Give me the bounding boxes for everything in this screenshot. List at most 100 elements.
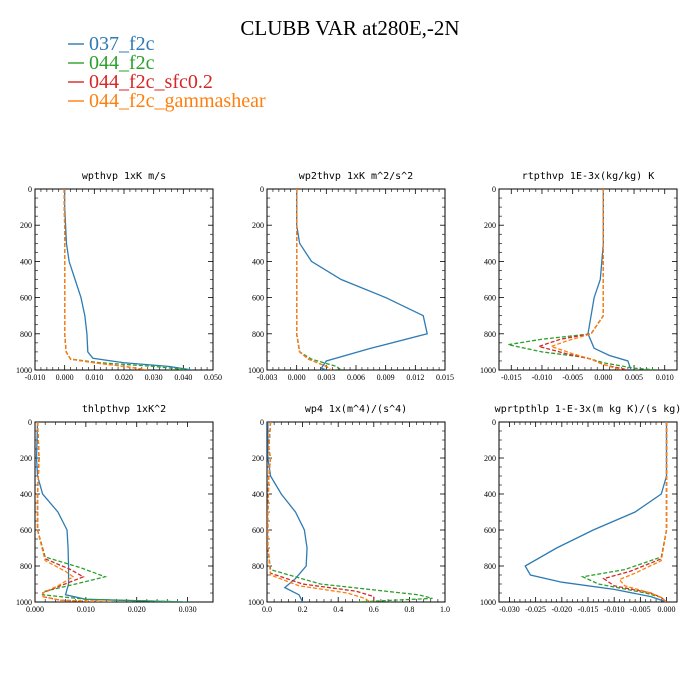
- legend: 037_f2c044_f2c044_f2c_sfc0.2044_f2c_gamm…: [68, 33, 266, 112]
- x-tick-label: 0.010: [85, 373, 103, 382]
- panel-title: wp2thvp 1xK m^2/s^2: [299, 171, 413, 182]
- series-line-044-f2c: [296, 189, 342, 370]
- series-line-044-f2c-gammashear: [36, 422, 112, 602]
- y-tick-label: 0: [260, 418, 264, 427]
- x-tick-label: 0.030: [145, 373, 163, 382]
- x-tick-label: 0.012: [406, 373, 424, 382]
- y-tick-label: 400: [20, 257, 32, 266]
- series-line-044-f2c-gammashear: [267, 422, 371, 602]
- y-tick-label: 600: [484, 526, 496, 535]
- plot-frame: [498, 421, 678, 603]
- x-tick-label: -0.015: [501, 373, 522, 382]
- y-tick-label: 400: [252, 257, 264, 266]
- y-tick-label: 1000: [480, 366, 496, 375]
- y-tick-label: 1000: [480, 598, 496, 607]
- y-tick-label: 200: [252, 454, 264, 463]
- x-tick-label: 0.0: [262, 605, 272, 614]
- x-tick-label: 0.000: [658, 605, 676, 614]
- panel-title: wp4 1x(m^4)/(s^4): [305, 404, 407, 415]
- plot-frame: [266, 188, 446, 371]
- y-tick-label: 600: [20, 526, 32, 535]
- plot-frame: [34, 421, 214, 603]
- y-tick-label: 800: [252, 562, 264, 571]
- x-tick-label: -0.015: [578, 605, 599, 614]
- legend-label-044-f2c-sfc0-2: 044_f2c_sfc0.2: [89, 71, 213, 93]
- y-tick-label: 800: [20, 330, 32, 339]
- series-line-044-f2c: [36, 422, 188, 602]
- figure-title: CLUBB VAR at280E,-2N: [240, 16, 459, 40]
- panel-title: wprtpthlp 1-E-3x(m kg K)/(s kg): [495, 404, 682, 415]
- y-tick-label: 0: [492, 185, 496, 194]
- panel-title: rtpthvp 1E-3x(kg/kg) K: [522, 171, 654, 182]
- plot-frame: [266, 421, 446, 603]
- y-tick-label: 400: [252, 490, 264, 499]
- x-tick-label: 0.010: [656, 373, 674, 382]
- series-line-037-f2c: [267, 422, 308, 602]
- series-line-037-f2c: [64, 189, 193, 370]
- series-line-037-f2c: [587, 189, 632, 370]
- x-tick-label: 1.0: [440, 605, 450, 614]
- series-line-044-f2c: [580, 422, 668, 602]
- y-tick-label: 600: [20, 294, 32, 303]
- y-tick-label: 1000: [16, 366, 32, 375]
- x-tick-label: -0.010: [25, 373, 46, 382]
- series-line-044-f2c-gammashear: [549, 189, 622, 370]
- y-tick-label: 200: [20, 454, 32, 463]
- y-tick-label: 200: [484, 454, 496, 463]
- panel-title: thlpthvp 1xK^2: [82, 404, 166, 415]
- y-tick-label: 0: [260, 185, 264, 194]
- y-tick-label: 1000: [248, 366, 264, 375]
- y-tick-label: 600: [484, 294, 496, 303]
- x-tick-label: -0.020: [551, 605, 572, 614]
- series-line-044-f2c-gammashear: [618, 422, 668, 602]
- x-tick-label: 0.006: [347, 373, 365, 382]
- x-tick-label: 0.050: [204, 373, 222, 382]
- series-line-037-f2c: [296, 189, 428, 370]
- x-tick-label: 0.010: [77, 605, 95, 614]
- y-tick-label: 400: [20, 490, 32, 499]
- panel-thlpthvp: thlpthvp 1xK^2 0.000 0.010 0.020 0.030 0 200 40…: [16, 404, 214, 614]
- x-tick-label: 0.015: [436, 373, 454, 382]
- x-tick-label: 0.000: [594, 373, 612, 382]
- y-tick-label: 400: [484, 257, 496, 266]
- panel-title: wpthvp 1xK m/s: [82, 171, 166, 182]
- x-tick-label: 0.2: [298, 605, 308, 614]
- x-tick-label: 0.003: [317, 373, 335, 382]
- y-tick-label: 0: [28, 418, 32, 427]
- x-tick-label: 0.8: [404, 605, 414, 614]
- series-line-044-f2c-gammashear: [63, 189, 148, 370]
- x-tick-label: -0.010: [604, 605, 625, 614]
- x-tick-label: 0.000: [288, 373, 306, 382]
- y-tick-label: 0: [28, 185, 32, 194]
- plot-frame: [498, 188, 678, 371]
- series-line-044-f2c-sfc0-2: [267, 422, 375, 602]
- panel-wp4: wp4 1x(m^4)/(s^4) 0.0 0.2 0.4 0.6 0.8 1.0 0 200 4…: [248, 404, 450, 614]
- series-line-044-f2c-sfc0-2: [536, 189, 629, 370]
- legend-label-044-f2c: 044_f2c: [89, 52, 155, 74]
- y-tick-label: 1000: [16, 598, 32, 607]
- panel-wpthvp: wpthvp 1xK m/s -0.010 0.000 0.010 0.020 0.030…: [16, 171, 222, 382]
- x-tick-label: 0.040: [174, 373, 192, 382]
- x-tick-label: 0.000: [26, 605, 44, 614]
- series-line-044-f2c: [508, 189, 659, 370]
- x-tick-label: 0.6: [369, 605, 379, 614]
- series-line-044-f2c: [63, 189, 190, 370]
- x-tick-label: -0.005: [562, 373, 583, 382]
- y-tick-label: 800: [484, 562, 496, 571]
- x-tick-label: -0.003: [257, 373, 278, 382]
- legend-label-037-f2c: 037_f2c: [89, 33, 155, 55]
- series-line-044-f2c-gammashear: [296, 189, 332, 370]
- y-tick-label: 200: [20, 221, 32, 230]
- x-tick-label: 0.020: [128, 605, 146, 614]
- panel-wprtpthlp: wprtpthlp 1-E-3x(m kg K)/(s kg) -0.030 -0.…: [480, 404, 681, 614]
- x-tick-label: 0.020: [115, 373, 133, 382]
- x-tick-label: -0.010: [532, 373, 553, 382]
- panels: wpthvp 1xK m/s-0.010 0.000 0.010 0.020 0.030…: [16, 171, 681, 614]
- y-tick-label: 600: [252, 526, 264, 535]
- panel-rtpthvp: rtpthvp 1E-3x(kg/kg) K -0.015 -0.010 -0.005…: [480, 171, 678, 382]
- x-tick-label: 0.000: [56, 373, 74, 382]
- x-tick-label: 0.030: [179, 605, 197, 614]
- series-line-037-f2c: [524, 422, 668, 602]
- x-tick-label: 0.4: [333, 605, 343, 614]
